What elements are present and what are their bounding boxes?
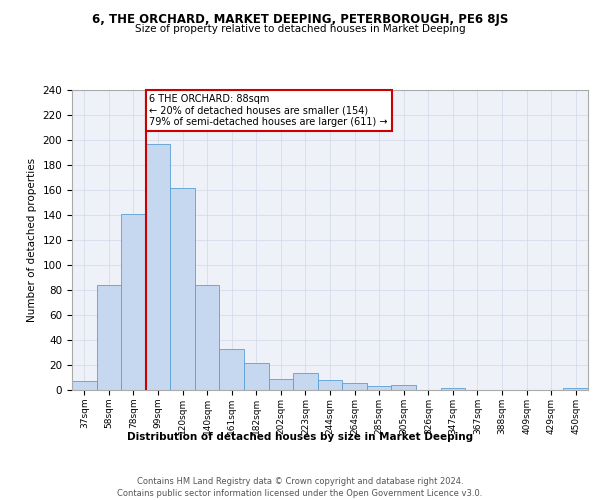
Text: Contains HM Land Registry data © Crown copyright and database right 2024.: Contains HM Land Registry data © Crown c… xyxy=(137,478,463,486)
Text: 6 THE ORCHARD: 88sqm
← 20% of detached houses are smaller (154)
79% of semi-deta: 6 THE ORCHARD: 88sqm ← 20% of detached h… xyxy=(149,94,388,127)
Y-axis label: Number of detached properties: Number of detached properties xyxy=(27,158,37,322)
Text: Distribution of detached houses by size in Market Deeping: Distribution of detached houses by size … xyxy=(127,432,473,442)
Text: 6, THE ORCHARD, MARKET DEEPING, PETERBOROUGH, PE6 8JS: 6, THE ORCHARD, MARKET DEEPING, PETERBOR… xyxy=(92,12,508,26)
Bar xyxy=(72,381,97,390)
Bar xyxy=(195,285,220,390)
Bar xyxy=(318,380,342,390)
Bar xyxy=(97,285,121,390)
Bar xyxy=(220,349,244,390)
Bar xyxy=(146,144,170,390)
Bar xyxy=(391,385,416,390)
Bar xyxy=(367,386,391,390)
Bar xyxy=(121,214,146,390)
Bar xyxy=(563,388,588,390)
Bar xyxy=(293,372,318,390)
Bar xyxy=(440,388,465,390)
Bar xyxy=(269,379,293,390)
Bar xyxy=(170,188,195,390)
Bar xyxy=(342,382,367,390)
Bar xyxy=(244,362,269,390)
Text: Size of property relative to detached houses in Market Deeping: Size of property relative to detached ho… xyxy=(134,24,466,34)
Text: Contains public sector information licensed under the Open Government Licence v3: Contains public sector information licen… xyxy=(118,489,482,498)
